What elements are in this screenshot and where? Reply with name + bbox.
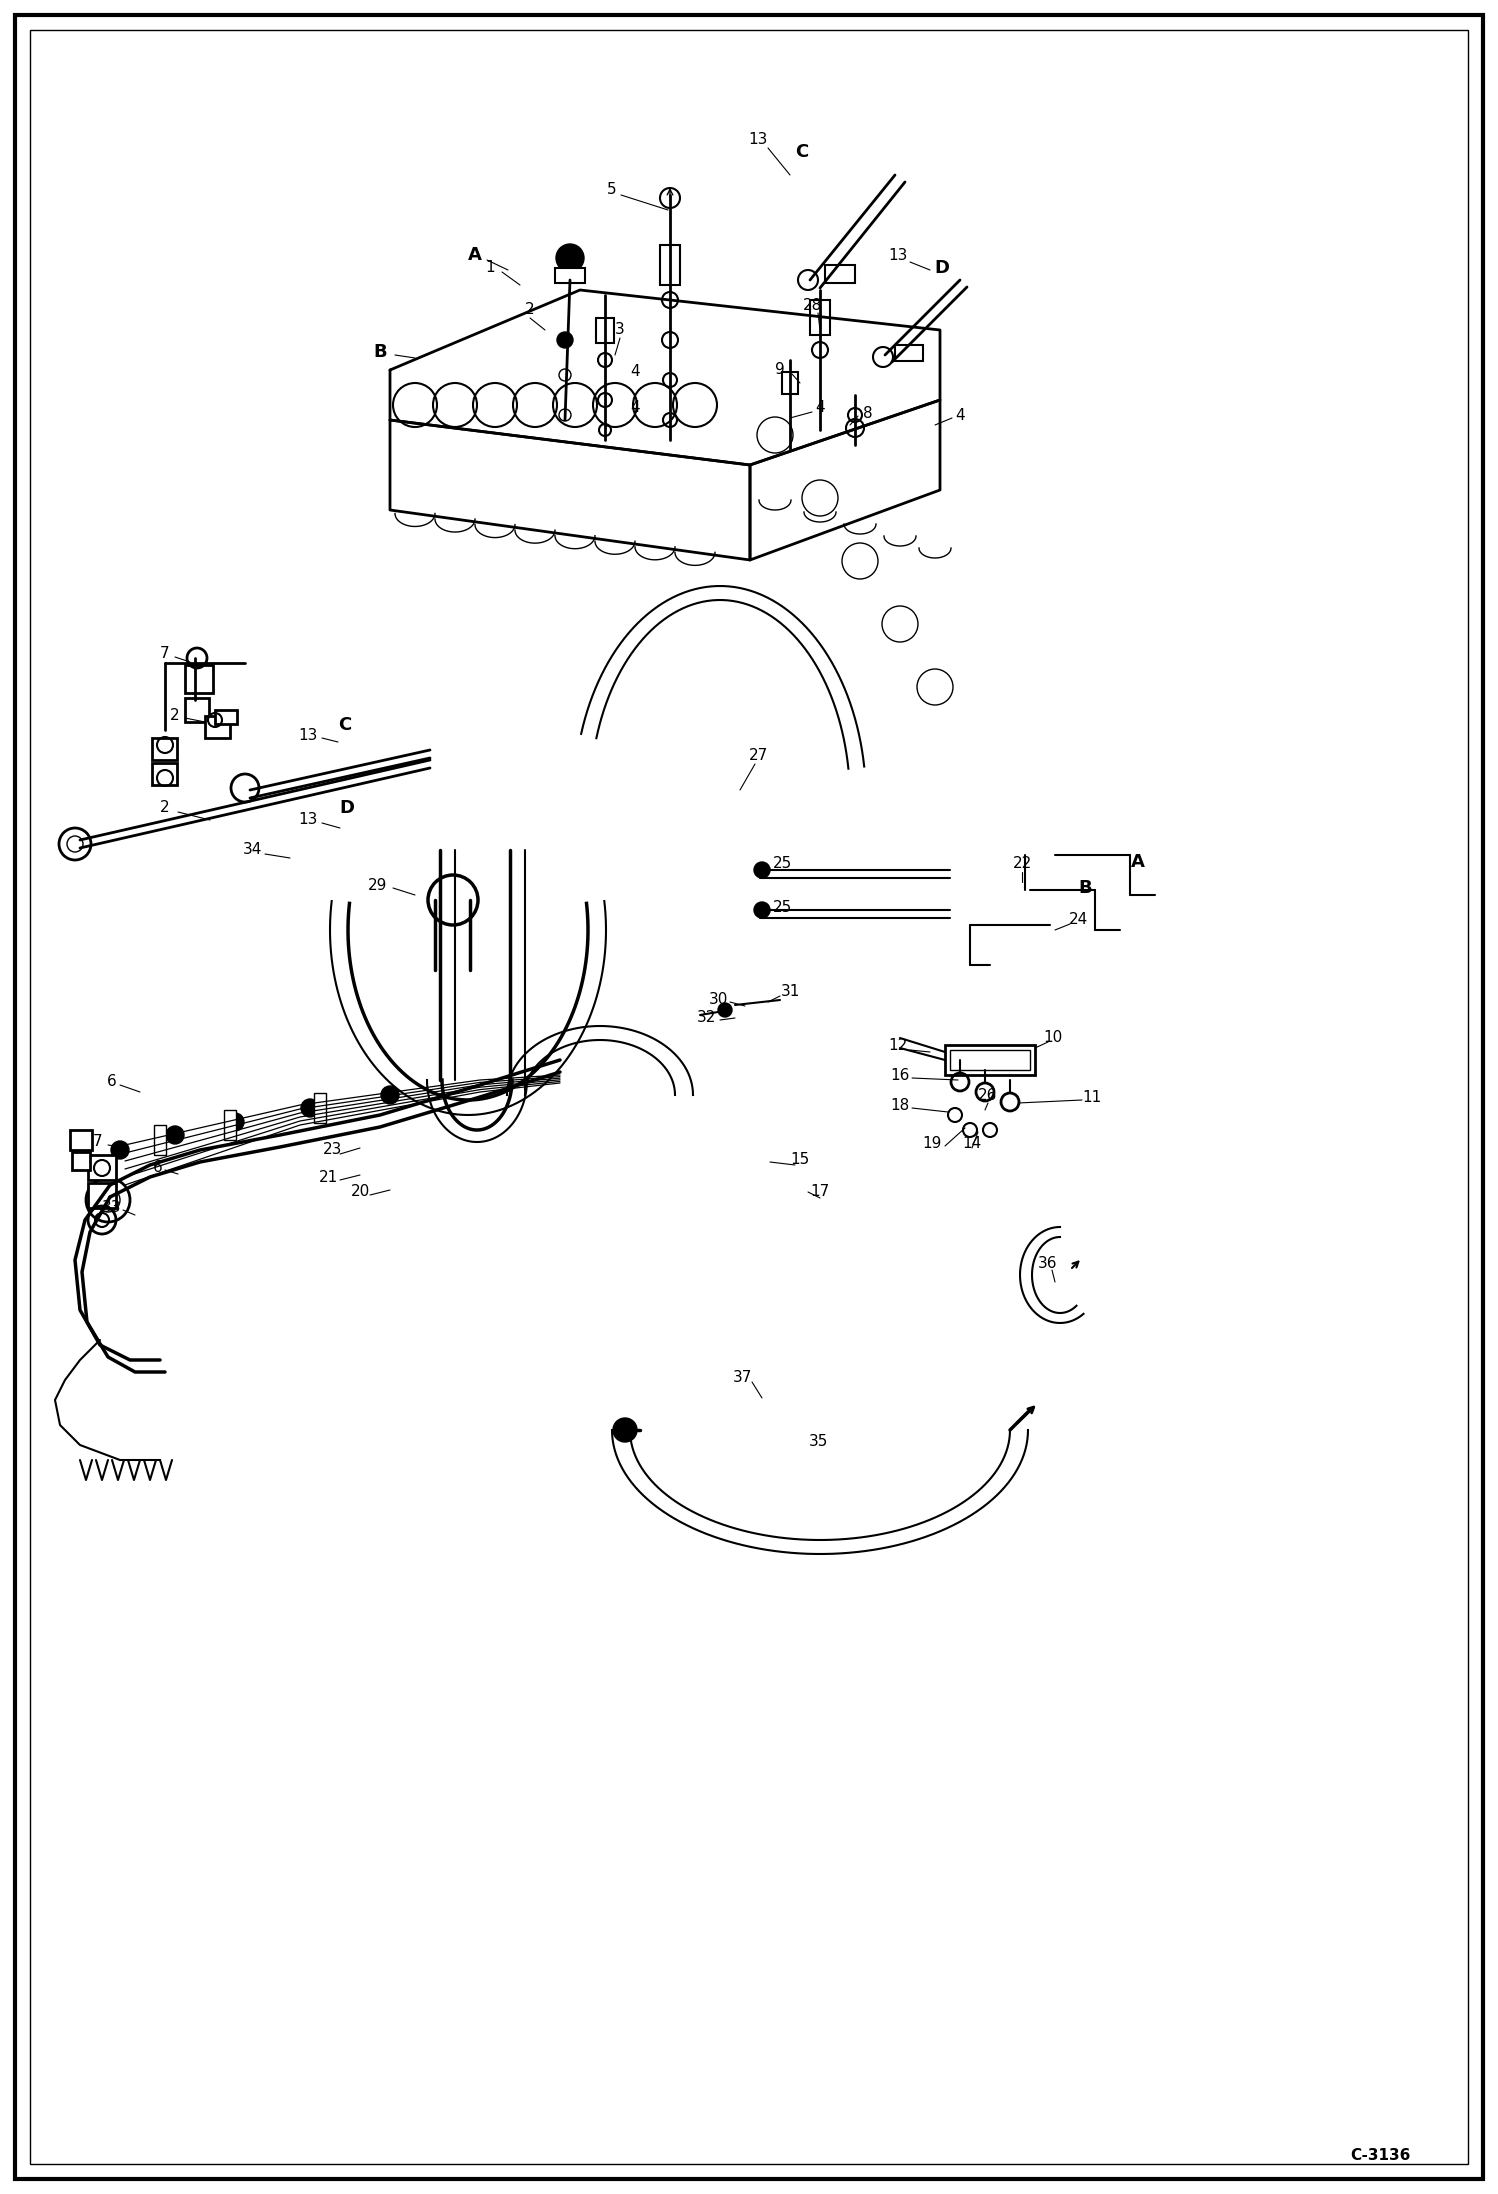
Text: B: B bbox=[1079, 880, 1092, 897]
Text: 13: 13 bbox=[298, 812, 318, 827]
Circle shape bbox=[301, 1099, 319, 1117]
Bar bbox=[315, 1093, 327, 1123]
Bar bbox=[661, 246, 680, 285]
Bar bbox=[945, 1044, 1035, 1075]
Text: 1: 1 bbox=[485, 261, 494, 276]
Text: 34: 34 bbox=[243, 842, 262, 858]
Text: A: A bbox=[467, 246, 482, 263]
Bar bbox=[782, 373, 798, 395]
Text: 10: 10 bbox=[1044, 1031, 1062, 1047]
Text: 12: 12 bbox=[888, 1038, 908, 1053]
Text: 24: 24 bbox=[1068, 913, 1088, 928]
Text: 3: 3 bbox=[616, 323, 625, 338]
Text: 22: 22 bbox=[1013, 856, 1032, 871]
Text: C: C bbox=[339, 715, 352, 735]
Bar bbox=[825, 265, 855, 283]
Bar bbox=[184, 698, 210, 722]
Circle shape bbox=[753, 902, 770, 917]
Text: 30: 30 bbox=[709, 992, 728, 1007]
Bar bbox=[154, 1126, 166, 1154]
Text: 23: 23 bbox=[324, 1143, 343, 1158]
Text: C: C bbox=[795, 143, 809, 160]
Text: 4: 4 bbox=[956, 408, 965, 423]
Text: 13: 13 bbox=[749, 132, 767, 147]
Text: 16: 16 bbox=[890, 1068, 909, 1084]
Text: 29: 29 bbox=[369, 878, 388, 893]
Text: 4: 4 bbox=[631, 402, 640, 415]
Text: 27: 27 bbox=[749, 748, 767, 764]
Circle shape bbox=[753, 862, 770, 878]
Circle shape bbox=[166, 1126, 184, 1143]
Text: 6: 6 bbox=[108, 1075, 117, 1090]
Bar bbox=[88, 1154, 115, 1180]
Circle shape bbox=[718, 1003, 733, 1018]
Text: 2: 2 bbox=[160, 801, 169, 816]
Text: 17: 17 bbox=[810, 1185, 830, 1200]
Bar bbox=[70, 1130, 91, 1150]
Text: 33: 33 bbox=[102, 1200, 121, 1215]
Bar bbox=[950, 1051, 1031, 1071]
Text: 9: 9 bbox=[774, 362, 785, 377]
Bar bbox=[151, 764, 177, 785]
Bar bbox=[151, 737, 177, 759]
Text: 7: 7 bbox=[93, 1134, 103, 1150]
Circle shape bbox=[226, 1112, 244, 1130]
Text: 4: 4 bbox=[631, 364, 640, 380]
Bar bbox=[184, 665, 213, 693]
Circle shape bbox=[111, 1141, 129, 1158]
Text: 31: 31 bbox=[780, 985, 800, 1000]
Text: 13: 13 bbox=[888, 248, 908, 263]
Text: 20: 20 bbox=[351, 1185, 370, 1200]
Circle shape bbox=[557, 331, 574, 349]
Text: 35: 35 bbox=[809, 1435, 828, 1450]
Text: 14: 14 bbox=[962, 1136, 981, 1150]
Bar bbox=[596, 318, 614, 342]
Text: 7: 7 bbox=[160, 645, 169, 660]
Text: 28: 28 bbox=[803, 298, 821, 312]
Circle shape bbox=[613, 1417, 637, 1441]
Text: 25: 25 bbox=[773, 856, 791, 871]
Text: 32: 32 bbox=[697, 1011, 716, 1025]
Text: 11: 11 bbox=[1083, 1090, 1101, 1106]
Text: 8: 8 bbox=[863, 406, 873, 421]
Text: D: D bbox=[340, 799, 355, 816]
Bar bbox=[810, 301, 830, 336]
Bar bbox=[88, 1183, 115, 1209]
Text: 25: 25 bbox=[773, 900, 791, 915]
Text: 15: 15 bbox=[791, 1152, 809, 1167]
Circle shape bbox=[556, 244, 584, 272]
Text: 19: 19 bbox=[923, 1136, 942, 1150]
Text: A: A bbox=[1131, 853, 1144, 871]
Text: 26: 26 bbox=[978, 1088, 998, 1104]
Bar bbox=[72, 1152, 90, 1169]
Text: 4: 4 bbox=[815, 402, 825, 415]
Bar bbox=[894, 344, 923, 362]
Text: 2: 2 bbox=[171, 706, 180, 722]
Text: 37: 37 bbox=[734, 1371, 752, 1384]
Bar bbox=[216, 711, 237, 724]
Text: 21: 21 bbox=[319, 1172, 337, 1185]
Text: 6: 6 bbox=[153, 1158, 163, 1174]
Text: D: D bbox=[935, 259, 950, 276]
Text: 36: 36 bbox=[1038, 1255, 1058, 1270]
Text: 2: 2 bbox=[526, 303, 535, 318]
Bar bbox=[225, 1110, 237, 1141]
Bar bbox=[554, 268, 586, 283]
Text: 5: 5 bbox=[607, 182, 617, 197]
Text: C-3136: C-3136 bbox=[1350, 2148, 1410, 2163]
Circle shape bbox=[380, 1086, 398, 1104]
Text: 13: 13 bbox=[298, 728, 318, 742]
Text: B: B bbox=[373, 342, 386, 362]
Bar bbox=[205, 715, 231, 737]
Text: 18: 18 bbox=[890, 1099, 909, 1115]
